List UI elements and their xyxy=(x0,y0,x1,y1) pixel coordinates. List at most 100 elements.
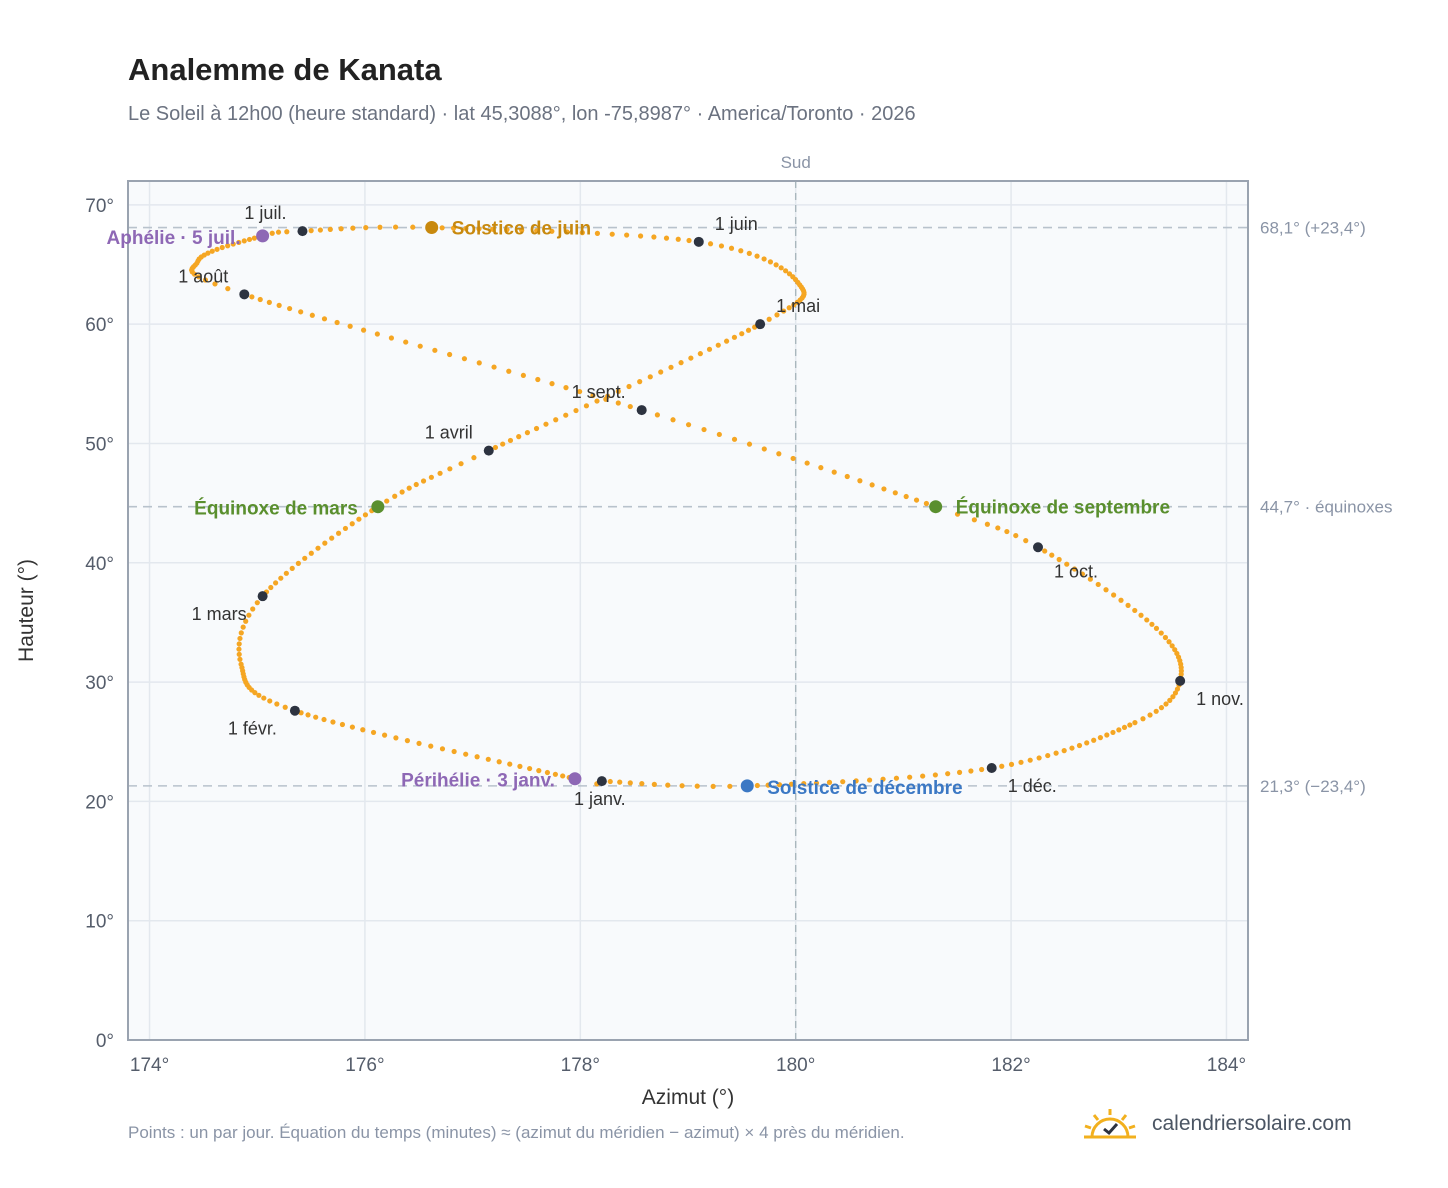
event-label: Aphélie · 5 juil. xyxy=(107,228,241,249)
daily-point xyxy=(1027,757,1033,763)
brand[interactable]: calendriersolaire.com xyxy=(1082,1104,1352,1144)
daily-point xyxy=(237,635,243,642)
daily-point xyxy=(417,343,423,349)
daily-point xyxy=(261,695,267,701)
daily-point xyxy=(254,600,260,606)
daily-point xyxy=(437,470,443,476)
daily-point xyxy=(377,224,383,230)
daily-point xyxy=(432,347,438,353)
daily-point xyxy=(639,781,645,787)
event-marker xyxy=(425,221,439,235)
daily-point xyxy=(269,230,275,236)
daily-point xyxy=(1162,634,1169,641)
daily-point xyxy=(496,759,502,765)
daily-point xyxy=(866,777,873,783)
daily-point xyxy=(573,407,579,414)
y-tick-label: 10° xyxy=(85,912,114,933)
daily-point xyxy=(678,360,684,366)
daily-point xyxy=(670,417,676,423)
daily-point xyxy=(275,229,282,235)
daily-point xyxy=(624,232,630,238)
daily-point xyxy=(1084,740,1090,746)
daily-point xyxy=(384,498,390,504)
daily-point xyxy=(956,769,963,775)
daily-point xyxy=(1091,737,1097,743)
daily-point xyxy=(893,775,900,781)
daily-point xyxy=(492,444,499,451)
daily-point xyxy=(603,396,609,402)
daily-point xyxy=(322,540,328,546)
daily-point xyxy=(791,302,797,308)
event-label: Équinoxe de septembre xyxy=(956,497,1170,519)
daily-point xyxy=(461,356,468,362)
event-marker xyxy=(371,500,385,514)
daily-point xyxy=(202,277,209,283)
daily-point xyxy=(302,555,308,561)
daily-point xyxy=(857,478,863,484)
daily-point xyxy=(236,651,242,657)
daily-point xyxy=(317,227,323,233)
daily-point xyxy=(685,422,692,428)
daily-point xyxy=(250,606,256,612)
daily-point xyxy=(945,771,951,777)
daily-point xyxy=(1125,602,1131,608)
daily-point xyxy=(1149,621,1155,627)
daily-point xyxy=(658,369,664,375)
daily-point xyxy=(243,618,249,624)
daily-point xyxy=(776,782,783,788)
daily-point xyxy=(305,712,311,718)
daily-point xyxy=(1064,561,1070,567)
daily-point xyxy=(1049,552,1055,558)
daily-point xyxy=(274,701,280,707)
daily-point xyxy=(273,580,279,586)
daily-point xyxy=(767,259,774,265)
daily-point xyxy=(1036,755,1042,761)
daily-point xyxy=(517,763,523,769)
daily-point xyxy=(212,281,218,287)
daily-point xyxy=(356,516,362,522)
daily-point xyxy=(715,342,721,348)
daily-point xyxy=(1103,587,1109,593)
brand-name: calendriersolaire.com xyxy=(1152,1112,1352,1135)
daily-point xyxy=(781,308,787,314)
daily-point xyxy=(295,560,301,566)
daily-point xyxy=(350,225,356,231)
daily-point xyxy=(651,781,657,787)
daily-point xyxy=(249,294,255,300)
month-label: 1 janv. xyxy=(574,789,626,809)
daily-point xyxy=(282,704,288,710)
daily-point xyxy=(1118,597,1124,603)
month-label: 1 sept. xyxy=(572,382,626,402)
daily-point xyxy=(746,441,753,447)
daily-point xyxy=(327,226,333,232)
daily-point xyxy=(363,225,369,231)
daily-point xyxy=(903,493,909,500)
daily-point xyxy=(236,239,242,246)
daily-point xyxy=(590,392,596,399)
event-marker xyxy=(256,229,270,243)
daily-point xyxy=(420,478,427,484)
daily-point xyxy=(225,243,231,249)
y-tick-label: 60° xyxy=(85,315,114,336)
daily-point xyxy=(786,305,792,311)
daily-point xyxy=(932,772,938,778)
daily-point xyxy=(790,455,796,462)
daily-point xyxy=(754,782,760,789)
daily-point xyxy=(458,461,464,467)
daily-point xyxy=(668,364,674,370)
month-marker xyxy=(755,319,766,330)
daily-point xyxy=(716,431,722,438)
daily-point xyxy=(1158,705,1165,711)
daily-point xyxy=(1056,556,1062,563)
event-marker xyxy=(929,500,943,514)
daily-point xyxy=(765,782,771,788)
daily-point xyxy=(627,780,633,786)
daily-point xyxy=(723,338,730,344)
daily-point xyxy=(287,305,293,312)
y-tick-label: 20° xyxy=(85,792,114,813)
event-marker xyxy=(740,779,754,793)
daily-point xyxy=(979,766,985,773)
daily-point xyxy=(349,521,355,527)
daily-point xyxy=(463,751,469,757)
